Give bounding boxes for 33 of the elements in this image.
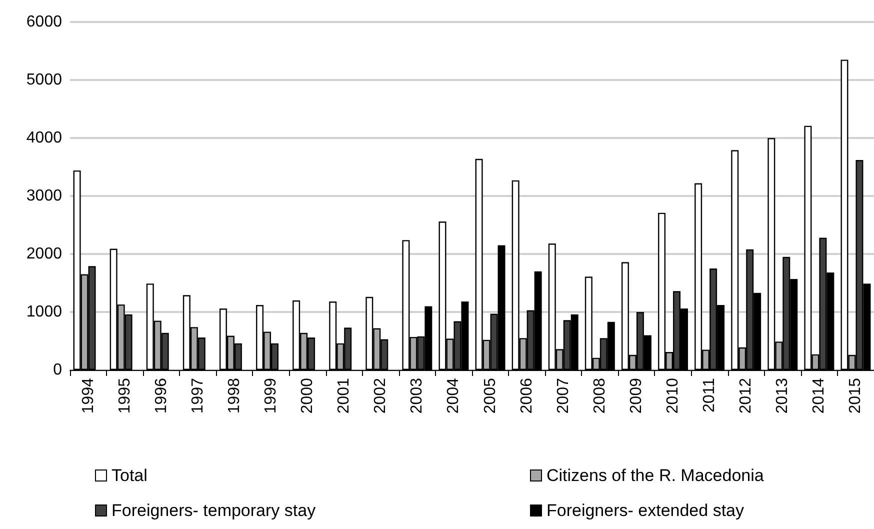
x-tick-label: 2007 xyxy=(554,378,572,414)
legend-label: Total xyxy=(112,466,148,485)
x-tick-label: 2009 xyxy=(628,378,645,414)
y-tick-label: 1000 xyxy=(26,304,62,320)
x-tick-label: 1996 xyxy=(152,378,170,414)
x-tick-label: 2015 xyxy=(847,378,864,414)
x-tick-label: 2006 xyxy=(518,378,536,414)
x-tick-label: 2004 xyxy=(445,378,462,414)
y-tick-label: 3000 xyxy=(26,188,62,204)
x-tick-label: 2013 xyxy=(774,378,792,414)
x-tick-label: 1994 xyxy=(80,378,97,414)
x-tick-label: 2001 xyxy=(336,378,353,414)
x-tick-label: 2012 xyxy=(738,378,755,414)
legend-label: Citizens of the R. Macedonia xyxy=(546,466,764,485)
x-tick-label: 2000 xyxy=(299,378,316,414)
x-tick-label: 1997 xyxy=(189,378,206,414)
legend-label: Foreigners- temporary stay xyxy=(112,501,316,520)
x-tick-label: 2008 xyxy=(591,378,608,414)
y-tick-label: 5000 xyxy=(26,72,62,88)
x-tick-label: 1999 xyxy=(262,378,280,414)
x-tick-label: 2014 xyxy=(810,378,828,414)
y-tick-label: 2000 xyxy=(26,246,62,262)
x-tick-label: 2010 xyxy=(664,378,682,414)
y-tick-label: 4000 xyxy=(26,130,62,146)
legend-label: Foreigners- extended stay xyxy=(546,501,744,520)
x-tick-label: 2003 xyxy=(408,378,426,414)
y-tick-label: 0 xyxy=(53,362,62,378)
x-tick-label: 1995 xyxy=(116,378,134,414)
x-tick-label: 2002 xyxy=(372,378,390,414)
x-tick-label: 1998 xyxy=(226,378,243,414)
y-tick-label: 6000 xyxy=(26,14,62,30)
x-tick-label: 2005 xyxy=(482,378,499,414)
x-tick-label: 2011 xyxy=(701,378,718,412)
